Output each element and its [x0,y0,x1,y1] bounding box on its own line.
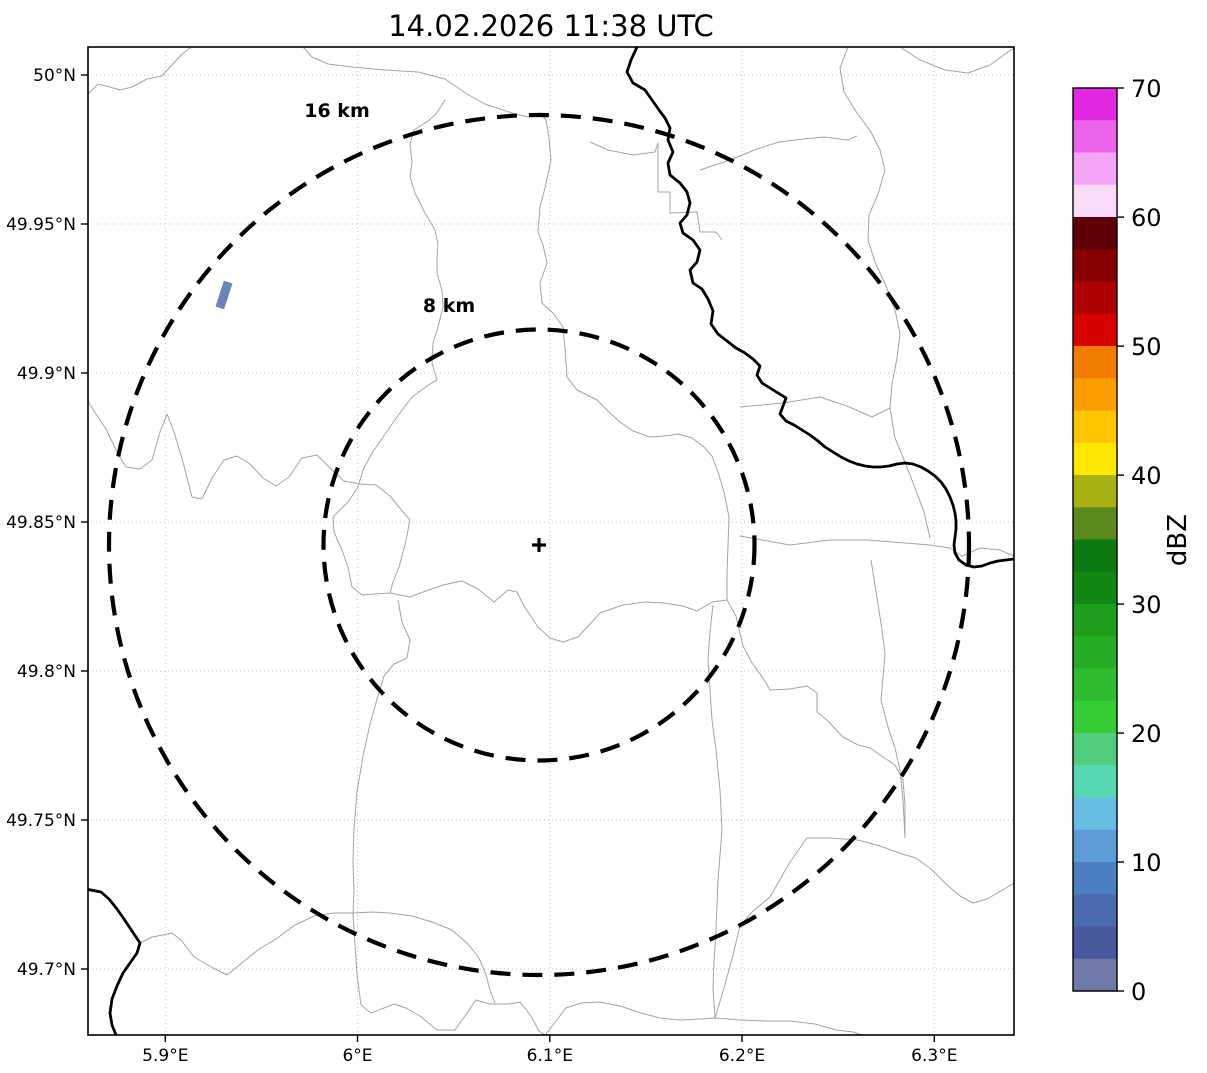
graticule-gridlines [88,47,1014,1035]
axis-ticks [81,74,935,1042]
colorbar-frame [1072,87,1118,992]
colorbar-segment [1073,733,1117,766]
colorbar-tick-label: 20 [1131,720,1162,748]
range-ring-outer-label: 16 km [304,100,370,122]
y-tick-label: 49.75°N [6,811,76,831]
colorbar-tick-label: 30 [1131,591,1162,619]
colorbar-tick-labels: 70 60 50 40 30 20 10 0 [1131,75,1162,1006]
radar-echo-patch [215,280,233,310]
colorbar-segment [1073,249,1117,283]
colorbar-segment [1073,668,1117,702]
colorbar-ticks [1117,87,1124,992]
colorbar-segment [1073,378,1117,412]
colorbar-segment [1073,765,1117,799]
y-tick-label: 49.9°N [17,364,76,384]
x-tick-label: 6°E [342,1046,372,1066]
range-ring-8km [321,327,757,763]
y-tick-label: 49.85°N [6,513,76,533]
colorbar-segment [1073,346,1117,379]
colorbar-segment [1073,442,1117,476]
colorbar-segments [1073,88,1117,992]
colorbar-segment [1073,926,1117,960]
colorbar-segment [1073,120,1117,154]
river-lines [88,47,1014,1035]
x-tick-label: 5.9°E [142,1046,188,1066]
colorbar-segment [1073,958,1117,992]
colorbar-segment [1073,88,1117,121]
colorbar-segment [1073,475,1117,508]
colorbar-segment [1073,700,1117,734]
y-tick-label: 49.95°N [6,215,76,235]
colorbar-segment [1073,152,1117,186]
map-area [88,47,1014,1035]
colorbar-segment [1073,636,1117,670]
y-axis-labels: 50°N 49.95°N 49.9°N 49.85°N 49.8°N 49.75… [6,66,76,980]
x-tick-label: 6.1°E [527,1046,573,1066]
y-tick-label: 49.7°N [17,960,76,980]
colorbar-segment [1073,507,1117,541]
map-frame [87,46,1015,1036]
colorbar-tick-label: 50 [1131,333,1162,361]
x-axis-labels: 5.9°E 6°E 6.1°E 6.2°E 6.3°E [142,1046,957,1066]
colorbar-axis-label: dBZ [1163,514,1193,566]
range-ring-inner-label: 8 km [423,295,475,317]
colorbar-segment [1073,217,1117,250]
colorbar-tick-label: 60 [1131,204,1162,232]
colorbar-segment [1073,281,1117,315]
colorbar-tick-label: 0 [1131,978,1146,1006]
colorbar-segment [1073,894,1117,928]
colorbar-segment [1073,313,1117,347]
colorbar-segment [1073,410,1117,444]
colorbar-segment [1073,571,1117,605]
colorbar-segment [1073,604,1117,637]
colorbar: 70 60 50 40 30 20 10 0 dBZ [1072,75,1193,1006]
colorbar-segment [1073,184,1117,218]
colorbar-tick-label: 70 [1131,75,1162,103]
colorbar-segment [1073,797,1117,831]
radar-site-marker [532,538,546,552]
colorbar-segment [1073,829,1117,863]
y-tick-label: 49.8°N [17,662,76,682]
admin-boundaries [88,47,1014,1035]
colorbar-segment [1073,539,1117,573]
x-tick-label: 6.3°E [911,1046,957,1066]
range-ring-16km [106,112,972,978]
range-rings [106,112,972,978]
colorbar-segment [1073,862,1117,895]
colorbar-tick-label: 40 [1131,462,1162,490]
timestamp-title: 14.02.2026 11:38 UTC [388,9,714,43]
x-tick-label: 6.2°E [719,1046,765,1066]
y-tick-label: 50°N [33,66,76,86]
colorbar-tick-label: 10 [1131,849,1162,877]
